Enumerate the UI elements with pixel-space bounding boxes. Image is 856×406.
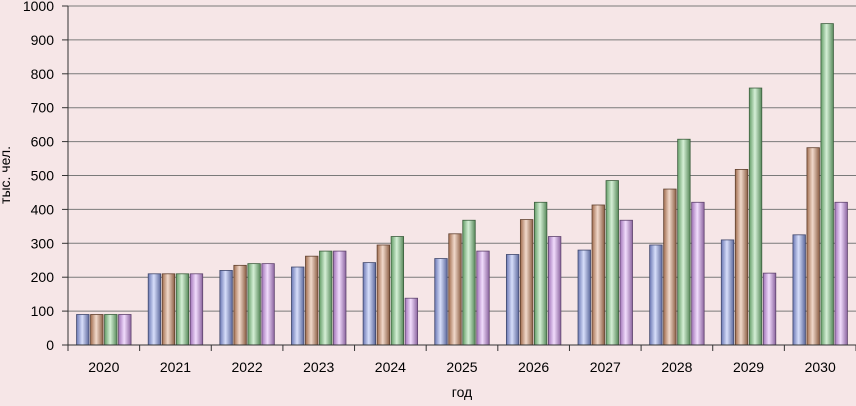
bar — [792, 234, 806, 346]
x-tick-label: 2028 — [661, 359, 692, 375]
x-axis-title: год — [452, 384, 472, 400]
y-tick-label: 1000 — [23, 0, 54, 14]
bar — [291, 266, 305, 346]
bar — [247, 263, 261, 346]
x-tick-label: 2020 — [88, 359, 119, 375]
y-tick-label: 0 — [46, 337, 54, 353]
bar — [319, 250, 333, 346]
bar — [233, 264, 247, 346]
bar — [547, 236, 562, 346]
bar — [462, 219, 476, 346]
y-tick-label: 100 — [31, 303, 55, 319]
x-tick-label: 2023 — [303, 359, 334, 375]
bar — [104, 314, 118, 346]
bar — [605, 180, 619, 346]
y-tick-label: 600 — [31, 134, 55, 150]
bar — [219, 270, 233, 346]
bar — [90, 314, 104, 346]
bar — [333, 250, 347, 346]
y-tick-label: 900 — [31, 32, 55, 48]
bar — [591, 204, 605, 346]
x-tick-label: 2027 — [590, 359, 621, 375]
bar — [175, 273, 190, 346]
y-tick-labels: 0 100 200 300 400 500 600 700 800 900 1000 — [23, 0, 54, 353]
x-tick-label: 2021 — [160, 359, 191, 375]
y-tick-label: 200 — [31, 269, 55, 285]
bar — [161, 273, 176, 346]
x-tick-label: 2025 — [446, 359, 477, 375]
x-tick-label: 2024 — [375, 359, 406, 375]
bar — [748, 87, 763, 346]
bar — [834, 201, 848, 346]
y-axis-title: тыс. чел. — [0, 146, 13, 204]
bar — [619, 219, 633, 346]
bar — [390, 236, 405, 346]
bars — [76, 23, 848, 346]
x-tick-label: 2029 — [733, 359, 764, 375]
bar — [404, 297, 419, 346]
bar — [663, 188, 677, 346]
y-tick-label: 800 — [31, 66, 55, 82]
bar — [147, 273, 162, 346]
bar — [820, 23, 834, 346]
bar — [189, 273, 204, 346]
y-tick-label: 300 — [31, 235, 55, 251]
x-tick-label: 2022 — [232, 359, 263, 375]
bar — [519, 219, 534, 346]
bar — [677, 138, 691, 346]
bar — [734, 168, 749, 346]
bar — [720, 239, 735, 346]
bar — [76, 314, 90, 346]
bar — [305, 255, 319, 346]
bar — [376, 244, 391, 346]
bar — [806, 147, 820, 346]
bar — [448, 233, 462, 346]
y-tick-label: 400 — [31, 201, 55, 217]
bar — [762, 272, 777, 346]
y-tick-label: 500 — [31, 168, 55, 184]
x-tick-label: 2030 — [805, 359, 836, 375]
bar — [649, 244, 663, 346]
y-tick-label: 700 — [31, 100, 55, 116]
x-tick-labels: 2020 2021 2022 2023 2024 2025 2026 2027 2028 2029… — [88, 359, 836, 375]
axes — [62, 5, 856, 351]
bar — [577, 249, 591, 346]
bar — [505, 254, 520, 346]
x-tick-label: 2026 — [518, 359, 549, 375]
bar — [362, 262, 377, 346]
bar — [533, 201, 548, 346]
bar — [691, 201, 705, 346]
bar — [118, 314, 132, 346]
bar — [261, 263, 275, 346]
bar — [476, 250, 490, 346]
bar — [434, 258, 448, 346]
